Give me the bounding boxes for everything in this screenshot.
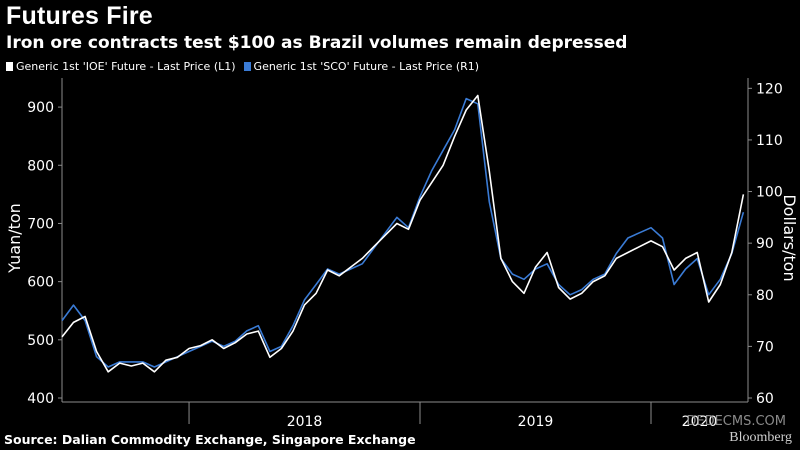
- right-tick-label: 80: [756, 288, 774, 304]
- chart-subtitle: Iron ore contracts test $100 as Brazil v…: [6, 33, 628, 53]
- right-tick-label: 120: [756, 81, 783, 97]
- legend-item-sco: Generic 1st 'SCO' Future - Last Price (R…: [243, 60, 480, 73]
- bloomberg-logo: Bloomberg: [729, 430, 792, 445]
- right-tick-label: 90: [756, 236, 774, 252]
- chart-title: Futures Fire: [6, 2, 153, 30]
- x-tick-label: 2018: [287, 414, 323, 430]
- legend-label-ioe: Generic 1st 'IOE' Future - Last Price (L…: [16, 60, 236, 73]
- series-line-ioe: [61, 94, 745, 373]
- left-tick-label: 900: [27, 100, 54, 116]
- legend-item-ioe: Generic 1st 'IOE' Future - Last Price (L…: [6, 60, 236, 73]
- x-tick-label: 2019: [518, 414, 554, 430]
- series-line-sco: [61, 97, 745, 368]
- watermark: DEDECMS.COM: [686, 414, 786, 429]
- right-tick-label: 100: [756, 185, 783, 201]
- left-tick-label: 400: [27, 391, 54, 407]
- left-axis-title: Yuan/ton: [5, 203, 24, 274]
- right-tick-label: 110: [756, 133, 783, 149]
- left-tick-label: 500: [27, 333, 54, 349]
- legend-label-sco: Generic 1st 'SCO' Future - Last Price (R…: [253, 60, 480, 73]
- left-tick-label: 800: [27, 158, 54, 174]
- legend-swatch-ioe: [6, 62, 13, 71]
- source-note: Source: Dalian Commodity Exchange, Singa…: [4, 432, 416, 447]
- legend: Generic 1st 'IOE' Future - Last Price (L…: [6, 60, 479, 73]
- right-tick-label: 70: [756, 339, 774, 355]
- legend-swatch-sco: [243, 62, 251, 71]
- left-tick-label: 700: [27, 216, 54, 232]
- x-tick-label: 2020: [682, 414, 718, 430]
- right-tick-label: 60: [756, 391, 774, 407]
- left-tick-label: 600: [27, 275, 54, 291]
- right-axis-title: Dollars/ton: [780, 194, 799, 281]
